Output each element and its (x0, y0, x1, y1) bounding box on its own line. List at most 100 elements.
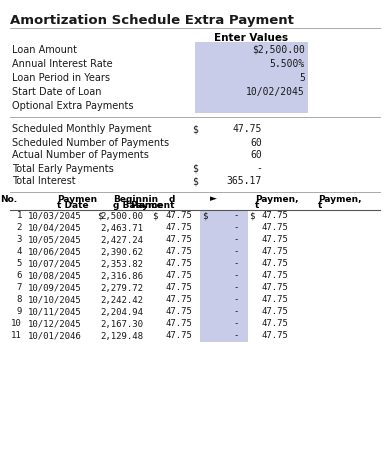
Text: 5: 5 (17, 259, 22, 268)
Bar (200, 318, 248, 330)
Bar (200, 210, 248, 222)
Text: 2,167.30: 2,167.30 (100, 320, 143, 329)
Text: 10/07/2045: 10/07/2045 (28, 259, 82, 268)
Text: 8: 8 (17, 295, 22, 304)
Text: $: $ (152, 211, 158, 220)
Bar (200, 294, 248, 306)
Text: g Balance: g Balance (113, 200, 163, 209)
Text: Paymen,: Paymen, (318, 194, 362, 203)
Text: 47.75: 47.75 (261, 259, 288, 268)
Text: 2,279.72: 2,279.72 (100, 284, 143, 293)
Text: Start Date of Loan: Start Date of Loan (12, 87, 101, 97)
Text: 47.75: 47.75 (261, 247, 288, 257)
Text: -: - (234, 224, 239, 232)
Text: $: $ (192, 177, 198, 187)
Text: 10/03/2045: 10/03/2045 (28, 211, 82, 220)
Text: 11: 11 (11, 332, 22, 341)
Text: 47.75: 47.75 (165, 211, 192, 220)
Text: 2,427.24: 2,427.24 (100, 236, 143, 245)
Text: 47.75: 47.75 (232, 124, 262, 134)
Text: 3: 3 (17, 236, 22, 245)
Text: 10/10/2045: 10/10/2045 (28, 295, 82, 304)
Text: -: - (234, 295, 239, 304)
Text: t Date: t Date (57, 200, 89, 209)
Text: -: - (234, 320, 239, 329)
Text: -: - (234, 332, 239, 341)
Bar (200, 258, 248, 270)
Text: 47.75: 47.75 (165, 247, 192, 257)
Text: $: $ (192, 124, 198, 134)
Text: 47.75: 47.75 (261, 332, 288, 341)
Text: Scheduled Monthly Payment: Scheduled Monthly Payment (12, 124, 151, 134)
Text: $: $ (192, 163, 198, 173)
Text: Paymen,: Paymen, (255, 194, 298, 203)
Text: Scheduled Number of Payments: Scheduled Number of Payments (12, 137, 169, 148)
Text: 10/08/2045: 10/08/2045 (28, 272, 82, 281)
Text: 47.75: 47.75 (261, 295, 288, 304)
Bar (200, 234, 248, 246)
Text: 2,463.71: 2,463.71 (100, 224, 143, 232)
Text: 2,353.82: 2,353.82 (100, 259, 143, 268)
Text: 10/04/2045: 10/04/2045 (28, 224, 82, 232)
Text: t: t (255, 200, 259, 209)
Text: Loan Period in Years: Loan Period in Years (12, 73, 110, 83)
Text: Paymen: Paymen (57, 194, 97, 203)
Text: -: - (234, 236, 239, 245)
Text: 2,390.62: 2,390.62 (100, 247, 143, 257)
Text: t: t (318, 200, 323, 209)
Text: 1: 1 (17, 211, 22, 220)
Text: 10/02/2045: 10/02/2045 (246, 87, 305, 97)
Text: 10: 10 (11, 320, 22, 329)
Text: Total Interest: Total Interest (12, 177, 76, 187)
Text: -: - (234, 272, 239, 281)
Text: -: - (234, 211, 239, 220)
Text: 60: 60 (250, 137, 262, 148)
Text: -: - (234, 259, 239, 268)
Text: 47.75: 47.75 (261, 307, 288, 316)
Text: -: - (256, 163, 262, 173)
Bar (200, 306, 248, 318)
Text: 2,129.48: 2,129.48 (100, 332, 143, 341)
Text: 4: 4 (17, 247, 22, 257)
Text: 47.75: 47.75 (165, 259, 192, 268)
Text: 10/12/2045: 10/12/2045 (28, 320, 82, 329)
Text: 47.75: 47.75 (261, 236, 288, 245)
Text: d: d (168, 194, 175, 203)
Bar (200, 270, 248, 282)
Text: 10/09/2045: 10/09/2045 (28, 284, 82, 293)
Text: Payment: Payment (131, 200, 175, 209)
Bar (200, 246, 248, 258)
Text: 47.75: 47.75 (261, 320, 288, 329)
Text: 10/01/2046: 10/01/2046 (28, 332, 82, 341)
Text: 47.75: 47.75 (165, 295, 192, 304)
Bar (200, 282, 248, 294)
Text: 2,500.00: 2,500.00 (100, 211, 143, 220)
Text: 47.75: 47.75 (261, 224, 288, 232)
Text: Enter Values: Enter Values (215, 33, 289, 43)
Text: 47.75: 47.75 (165, 284, 192, 293)
Text: 2: 2 (17, 224, 22, 232)
Text: $: $ (249, 211, 254, 220)
Text: 47.75: 47.75 (165, 236, 192, 245)
Text: No.: No. (0, 194, 17, 203)
Text: 60: 60 (250, 151, 262, 161)
Text: ►: ► (210, 194, 217, 203)
Text: 6: 6 (17, 272, 22, 281)
Text: $: $ (97, 211, 102, 220)
Bar (200, 330, 248, 342)
Text: 47.75: 47.75 (165, 224, 192, 232)
Text: 47.75: 47.75 (165, 332, 192, 341)
Text: $2,500.00: $2,500.00 (252, 45, 305, 55)
Text: 2,242.42: 2,242.42 (100, 295, 143, 304)
Text: 47.75: 47.75 (165, 272, 192, 281)
Text: 2,316.86: 2,316.86 (100, 272, 143, 281)
Text: 5.500%: 5.500% (270, 59, 305, 69)
Text: Amortization Schedule Extra Payment: Amortization Schedule Extra Payment (10, 14, 294, 27)
Text: Total Early Payments: Total Early Payments (12, 163, 114, 173)
Text: 9: 9 (17, 307, 22, 316)
Text: 10/06/2045: 10/06/2045 (28, 247, 82, 257)
Bar (200, 222, 248, 234)
Text: 47.75: 47.75 (165, 320, 192, 329)
Text: 47.75: 47.75 (261, 211, 288, 220)
Text: 47.75: 47.75 (165, 307, 192, 316)
